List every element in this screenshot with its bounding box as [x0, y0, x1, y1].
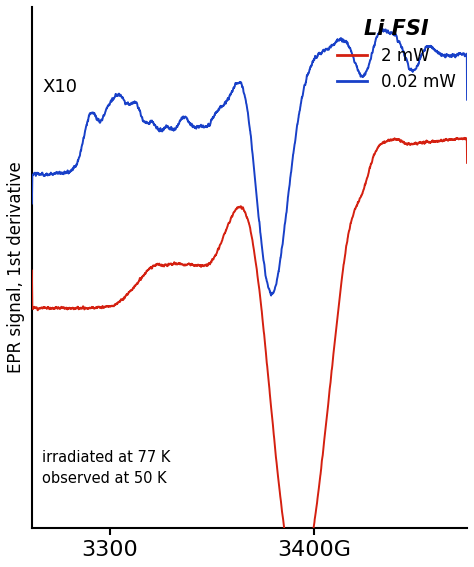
Text: X10: X10 — [42, 78, 77, 95]
Legend: 2 mW, 0.02 mW: 2 mW, 0.02 mW — [330, 12, 462, 98]
Text: irradiated at 77 K
observed at 50 K: irradiated at 77 K observed at 50 K — [42, 450, 171, 485]
Y-axis label: EPR signal, 1st derivative: EPR signal, 1st derivative — [7, 162, 25, 374]
